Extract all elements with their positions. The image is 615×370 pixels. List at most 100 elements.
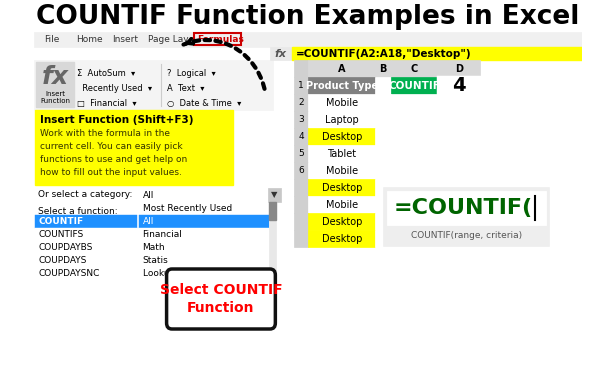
Bar [391, 196, 438, 213]
Text: functions to use and get help on: functions to use and get help on [40, 155, 187, 164]
Bar [270, 47, 292, 60]
Text: fx: fx [42, 65, 69, 89]
Bar [139, 228, 269, 241]
Text: ?  Logical  ▾: ? Logical ▾ [167, 68, 216, 77]
Bar [308, 179, 375, 196]
Bar [375, 94, 391, 111]
Text: □  Financial  ▾: □ Financial ▾ [77, 98, 137, 108]
Text: COUNTIF(range, criteria): COUNTIF(range, criteria) [411, 231, 522, 239]
Text: Formulas: Formulas [197, 35, 244, 44]
Text: Math: Math [143, 243, 165, 252]
Text: Product Type: Product Type [306, 81, 378, 91]
Bar [308, 230, 375, 247]
Text: Mobile: Mobile [326, 98, 358, 108]
Text: Desktop: Desktop [322, 233, 362, 243]
Text: D: D [455, 64, 463, 74]
Bar [294, 145, 308, 162]
Bar [375, 196, 391, 213]
Text: Page Layo: Page Layo [148, 35, 194, 44]
Bar [34, 110, 232, 185]
Text: 1: 1 [298, 81, 304, 90]
Bar [308, 213, 375, 230]
Bar [375, 60, 391, 77]
Text: fx: fx [275, 48, 287, 58]
Text: COUPDAYBS: COUPDAYBS [38, 243, 93, 252]
Bar [308, 162, 375, 179]
Text: Select a function:: Select a function: [38, 206, 118, 215]
Bar [438, 111, 480, 128]
Bar [391, 60, 438, 77]
Text: Statis: Statis [143, 256, 169, 265]
Text: =COUNTIF(: =COUNTIF( [394, 198, 533, 218]
Bar [139, 254, 269, 267]
Text: COUNTIF: COUNTIF [38, 217, 84, 226]
Bar [308, 94, 375, 111]
Bar [34, 215, 137, 228]
Text: All: All [143, 217, 154, 226]
Text: how to fill out the input values.: how to fill out the input values. [40, 168, 182, 176]
Text: COUPDAYS: COUPDAYS [38, 256, 87, 265]
Bar [375, 162, 391, 179]
Bar [294, 128, 308, 145]
Bar [387, 192, 546, 224]
Bar [308, 196, 375, 213]
Text: 4: 4 [298, 132, 304, 141]
Text: A  Text  ▾: A Text ▾ [167, 84, 205, 92]
Text: COUPDAYSNC: COUPDAYSNC [38, 269, 100, 278]
Text: ○  Date & Time  ▾: ○ Date & Time ▾ [167, 98, 242, 108]
Bar [308, 77, 375, 94]
Text: 4: 4 [452, 76, 466, 95]
Text: Desktop: Desktop [322, 182, 362, 192]
Bar [194, 33, 240, 45]
Text: A: A [338, 64, 346, 74]
Text: Desktop: Desktop [322, 131, 362, 141]
Bar [34, 60, 272, 110]
Bar [391, 213, 438, 230]
Bar [438, 230, 480, 247]
Text: COUNTIF: COUNTIF [389, 81, 440, 91]
Bar [391, 145, 438, 162]
Bar [384, 188, 549, 246]
Text: Mobile: Mobile [326, 165, 358, 175]
Text: B: B [379, 64, 387, 74]
Text: Work with the formula in the: Work with the formula in the [40, 128, 170, 138]
Bar [139, 202, 269, 215]
Bar [34, 32, 582, 47]
Text: Mobile: Mobile [326, 199, 358, 209]
Bar [391, 77, 438, 94]
Bar [375, 111, 391, 128]
Bar [34, 254, 137, 267]
Bar [294, 94, 308, 111]
Bar [308, 60, 375, 77]
Bar [139, 215, 269, 228]
Bar [34, 228, 137, 241]
Text: Insert: Insert [112, 35, 138, 44]
Bar [438, 213, 480, 230]
Bar [391, 162, 438, 179]
Bar [294, 60, 308, 77]
Bar [36, 62, 74, 107]
Bar [438, 162, 480, 179]
Bar [139, 188, 268, 202]
Bar [375, 77, 391, 94]
Text: Recently Used  ▾: Recently Used ▾ [77, 84, 153, 92]
Bar [308, 145, 375, 162]
Bar [294, 77, 308, 94]
Text: Σ  AutoSum  ▾: Σ AutoSum ▾ [77, 68, 136, 77]
Bar [294, 213, 308, 230]
Bar [34, 267, 137, 280]
Text: File: File [44, 35, 60, 44]
Bar [391, 111, 438, 128]
Text: C: C [411, 64, 418, 74]
Bar [375, 213, 391, 230]
Bar [308, 128, 375, 145]
Bar [294, 111, 308, 128]
Bar [438, 77, 480, 94]
Text: Laptop: Laptop [325, 114, 359, 124]
Bar [391, 179, 438, 196]
Text: Select COUNTIF
Function: Select COUNTIF Function [160, 283, 282, 315]
Bar [438, 196, 480, 213]
Bar [294, 230, 308, 247]
Bar [292, 47, 582, 60]
Bar [308, 111, 375, 128]
